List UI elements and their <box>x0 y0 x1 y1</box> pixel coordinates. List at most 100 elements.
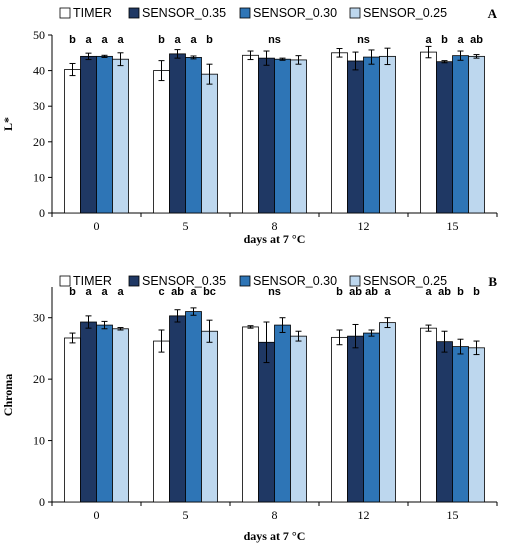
bar-timer-day-12 <box>331 52 348 214</box>
x-tick-label: 0 <box>94 219 100 233</box>
bar-sensor-0-30-day-0 <box>96 324 113 503</box>
y-tick-label: 10 <box>33 170 45 184</box>
y-tick-label: 0 <box>39 206 45 220</box>
bar-sensor-0-25-day-5 <box>201 73 218 214</box>
bar-sensor-0-25-day-15 <box>468 347 485 503</box>
legend-label-4: SENSOR_0.25 <box>363 274 447 288</box>
bar-timer-day-8 <box>242 54 259 214</box>
legend-swatch-3 <box>239 7 251 19</box>
bar-sensor-0-35-day-15 <box>436 341 453 503</box>
significance-label: a <box>85 34 92 46</box>
bar-sensor-0-35-day-0 <box>80 321 97 503</box>
bar-timer-day-5 <box>153 340 170 503</box>
significance-label: a <box>117 34 124 46</box>
significance-label: a <box>190 34 197 46</box>
bar-sensor-0-35-day-12 <box>347 335 364 503</box>
significance-label: a <box>101 34 108 46</box>
x-tick-label: 8 <box>272 219 278 233</box>
y-axis-label: L* <box>1 117 15 131</box>
legend-swatch-4 <box>349 275 361 287</box>
x-tick-label: 5 <box>183 508 189 522</box>
significance-label: ns <box>357 34 370 46</box>
significance-label: a <box>190 286 197 298</box>
significance-label: a <box>457 34 464 46</box>
bar-timer-day-15 <box>420 327 437 503</box>
bar-sensor-0-35-day-12 <box>347 60 364 214</box>
panel-letter: A <box>488 6 498 21</box>
bar-timer-day-0 <box>64 337 81 503</box>
bar-sensor-0-25-day-0 <box>112 328 129 503</box>
bar-sensor-0-25-day-8 <box>290 335 307 503</box>
significance-label: ab <box>171 286 184 298</box>
bar-sensor-0-30-day-15 <box>452 346 469 503</box>
bar-sensor-0-35-day-5 <box>169 315 186 503</box>
bar-sensor-0-30-day-8 <box>274 324 291 503</box>
x-axis-label: days at 7 °C <box>244 529 306 543</box>
significance-label: b <box>336 286 343 298</box>
legend-swatch-4 <box>349 7 361 19</box>
significance-label: b <box>69 286 76 298</box>
y-tick-label: 10 <box>33 434 45 448</box>
bar-sensor-0-30-day-15 <box>452 55 469 214</box>
x-tick-label: 12 <box>358 219 370 233</box>
bar-sensor-0-25-day-12 <box>379 55 396 214</box>
significance-label: a <box>85 286 92 298</box>
significance-label: a <box>174 34 181 46</box>
bar-sensor-0-35-day-15 <box>436 61 453 214</box>
significance-label: a <box>425 286 432 298</box>
bar-sensor-0-25-day-5 <box>201 330 218 503</box>
significance-label: c <box>158 286 164 298</box>
significance-label: a <box>101 286 108 298</box>
y-tick-label: 40 <box>33 64 45 78</box>
significance-label: ns <box>268 286 281 298</box>
significance-label: a <box>425 34 432 46</box>
legend-label-2: SENSOR_0.35 <box>142 6 226 20</box>
legend-label-2: SENSOR_0.35 <box>142 274 226 288</box>
bar-sensor-0-30-day-12 <box>363 332 380 503</box>
significance-label: b <box>441 34 448 46</box>
y-axis-label: Chroma <box>1 374 15 416</box>
x-tick-label: 12 <box>358 508 370 522</box>
y-tick-label: 30 <box>33 99 45 113</box>
bar-sensor-0-30-day-12 <box>363 56 380 214</box>
legend-label-3: SENSOR_0.30 <box>253 274 337 288</box>
bar-sensor-0-25-day-12 <box>379 322 396 503</box>
legend-swatch-2 <box>128 275 140 287</box>
bar-sensor-0-35-day-8 <box>258 341 275 503</box>
y-tick-label: 0 <box>39 495 45 509</box>
legend-swatch-3 <box>239 275 251 287</box>
significance-label: ab <box>365 286 378 298</box>
significance-label: ab <box>470 34 483 46</box>
chart-panel-a: TIMER SENSOR_0.35 SENSOR_0.30 SENSOR_0.25 A 0… <box>1 6 498 246</box>
significance-label: b <box>473 286 480 298</box>
significance-label: b <box>69 34 76 46</box>
chart-panel-b: TIMER SENSOR_0.35 SENSOR_0.30 SENSOR_0.25 B 0… <box>1 274 498 543</box>
y-tick-label: 30 <box>33 311 45 325</box>
bar-timer-day-15 <box>420 51 437 214</box>
legend-swatch-1 <box>59 7 71 19</box>
bar-sensor-0-25-day-8 <box>290 59 307 214</box>
significance-label: ab <box>438 286 451 298</box>
panel-letter: B <box>488 274 497 289</box>
bar-timer-day-0 <box>64 69 81 214</box>
y-tick-label: 50 <box>33 28 45 42</box>
bar-timer-day-8 <box>242 326 259 503</box>
bar-sensor-0-30-day-5 <box>185 311 202 503</box>
legend-label-4: SENSOR_0.25 <box>363 6 447 20</box>
bar-timer-day-5 <box>153 70 170 214</box>
x-tick-label: 15 <box>447 508 459 522</box>
legend-label-1: TIMER <box>73 274 112 288</box>
x-axis-label: days at 7 °C <box>244 232 306 246</box>
significance-label: b <box>457 286 464 298</box>
significance-label: bc <box>203 286 216 298</box>
bar-sensor-0-30-day-0 <box>96 55 113 214</box>
significance-label: a <box>117 286 124 298</box>
x-tick-label: 0 <box>94 508 100 522</box>
bar-sensor-0-35-day-0 <box>80 55 97 214</box>
significance-label: b <box>206 34 213 46</box>
y-tick-label: 20 <box>33 135 45 149</box>
bar-sensor-0-25-day-0 <box>112 58 129 214</box>
significance-label: b <box>158 34 165 46</box>
bar-sensor-0-25-day-15 <box>468 55 485 214</box>
